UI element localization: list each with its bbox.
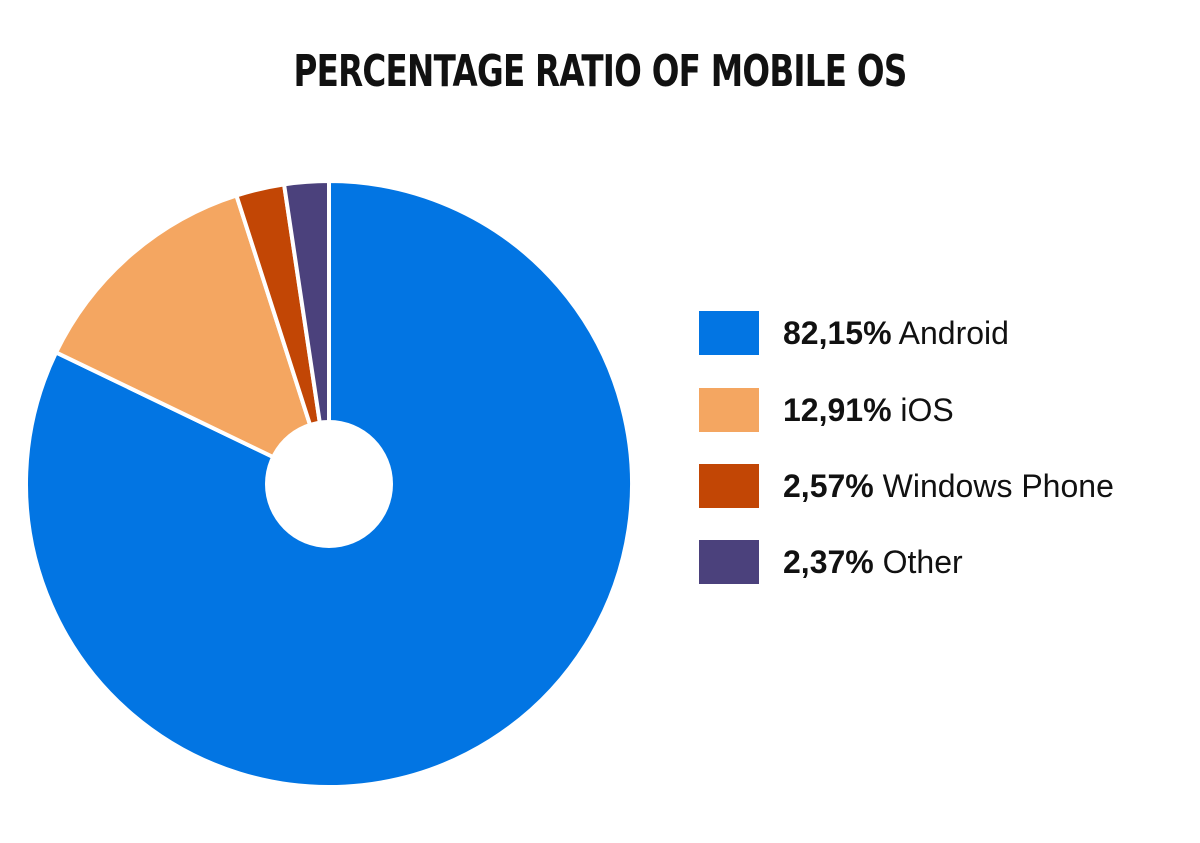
legend-item-windows-phone: 2,57% Windows Phone	[699, 464, 1114, 508]
legend-value-other: 2,37%	[783, 543, 874, 580]
legend-label-android: Android	[898, 314, 1009, 351]
legend-swatch-other	[699, 540, 759, 584]
legend-value-windows-phone: 2,57%	[783, 467, 874, 504]
legend-label-windows-phone: Windows Phone	[882, 467, 1114, 504]
legend-label-ios: iOS	[900, 391, 954, 428]
chart-title: PERCENTAGE RATIO OF MOBILE OS	[293, 46, 907, 97]
legend-value-ios: 12,91%	[783, 391, 892, 428]
legend-label-other: Other	[882, 543, 963, 580]
donut-hole	[265, 420, 393, 548]
pie-slice-other	[282, 179, 331, 486]
legend-item-android: 82,15% Android	[699, 311, 1009, 355]
legend-swatch-android	[699, 311, 759, 355]
legend-item-other: 2,37% Other	[699, 540, 963, 584]
legend-value-android: 82,15%	[783, 314, 892, 351]
legend-item-ios: 12,91% iOS	[699, 388, 954, 432]
legend-swatch-ios	[699, 388, 759, 432]
legend-swatch-windows-phone	[699, 464, 759, 508]
pie-slice-ios	[54, 193, 331, 486]
